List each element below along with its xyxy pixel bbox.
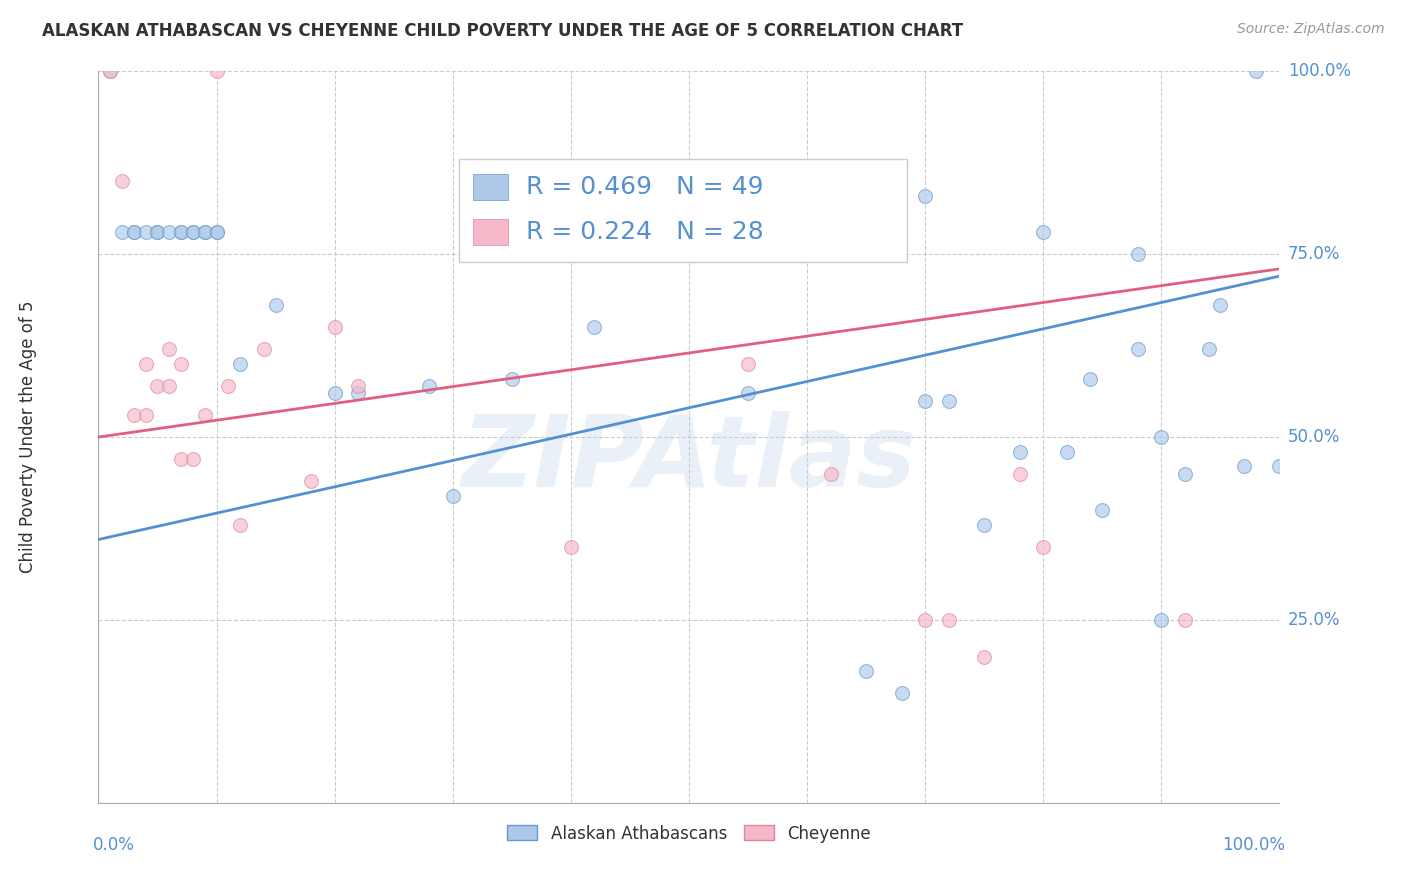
Legend: Alaskan Athabascans, Cheyenne: Alaskan Athabascans, Cheyenne: [501, 818, 877, 849]
FancyBboxPatch shape: [472, 219, 508, 245]
Point: [323, 320, 346, 334]
Point: [1233, 459, 1256, 474]
Point: [583, 320, 606, 334]
Text: 100.0%: 100.0%: [1222, 836, 1285, 854]
Point: [973, 649, 995, 664]
Point: [157, 379, 180, 393]
FancyBboxPatch shape: [472, 174, 508, 200]
Point: [1268, 459, 1291, 474]
Point: [194, 225, 217, 239]
Point: [914, 613, 936, 627]
Point: [1244, 64, 1267, 78]
Point: [135, 357, 157, 371]
Point: [299, 474, 322, 488]
Point: [111, 174, 134, 188]
Point: [181, 452, 204, 467]
Text: R = 0.224   N = 28: R = 0.224 N = 28: [526, 220, 763, 244]
Point: [820, 467, 842, 481]
Point: [135, 225, 157, 239]
Point: [820, 225, 842, 239]
Point: [1174, 613, 1197, 627]
Text: ALASKAN ATHABASCAN VS CHEYENNE CHILD POVERTY UNDER THE AGE OF 5 CORRELATION CHAR: ALASKAN ATHABASCAN VS CHEYENNE CHILD POV…: [42, 22, 963, 40]
Point: [1150, 613, 1173, 627]
Point: [194, 408, 217, 422]
Point: [135, 408, 157, 422]
Point: [1198, 343, 1220, 357]
Point: [264, 298, 287, 312]
Point: [1032, 225, 1054, 239]
Point: [229, 517, 252, 532]
Point: [855, 188, 877, 202]
Point: [914, 393, 936, 408]
Text: 25.0%: 25.0%: [1288, 611, 1340, 629]
Point: [441, 489, 464, 503]
Text: 100.0%: 100.0%: [1288, 62, 1351, 80]
Point: [347, 386, 370, 401]
Point: [323, 386, 346, 401]
Text: ZIPAtlas: ZIPAtlas: [461, 410, 917, 508]
Point: [194, 225, 217, 239]
Point: [1174, 467, 1197, 481]
Point: [170, 357, 193, 371]
Point: [122, 225, 145, 239]
Point: [890, 686, 912, 700]
Point: [205, 64, 228, 78]
Point: [217, 379, 239, 393]
Point: [181, 225, 204, 239]
Point: [1209, 298, 1232, 312]
Point: [157, 343, 180, 357]
Point: [1008, 467, 1031, 481]
Point: [914, 188, 936, 202]
Point: [1126, 343, 1149, 357]
Point: [157, 225, 180, 239]
Point: [98, 64, 121, 78]
Point: [111, 225, 134, 239]
Point: [1056, 444, 1078, 458]
Point: [1091, 503, 1114, 517]
Point: [205, 225, 228, 239]
Point: [1126, 247, 1149, 261]
Point: [170, 225, 193, 239]
Point: [418, 379, 440, 393]
Point: [181, 225, 204, 239]
Point: [170, 225, 193, 239]
Point: [1032, 540, 1054, 554]
Text: 75.0%: 75.0%: [1288, 245, 1340, 263]
Point: [122, 408, 145, 422]
Point: [146, 379, 169, 393]
Point: [122, 225, 145, 239]
Point: [501, 371, 523, 385]
Point: [146, 225, 169, 239]
Point: [938, 393, 960, 408]
Point: [98, 64, 121, 78]
Point: [146, 225, 169, 239]
Point: [253, 343, 276, 357]
Point: [170, 452, 193, 467]
Point: [938, 613, 960, 627]
Point: [1150, 430, 1173, 444]
Point: [678, 203, 700, 218]
Point: [973, 517, 995, 532]
Point: [229, 357, 252, 371]
FancyBboxPatch shape: [458, 159, 907, 261]
Point: [347, 379, 370, 393]
Text: Child Poverty Under the Age of 5: Child Poverty Under the Age of 5: [18, 301, 37, 574]
Text: 0.0%: 0.0%: [93, 836, 135, 854]
Point: [1008, 444, 1031, 458]
Text: Source: ZipAtlas.com: Source: ZipAtlas.com: [1237, 22, 1385, 37]
Point: [205, 225, 228, 239]
Text: R = 0.469   N = 49: R = 0.469 N = 49: [526, 175, 763, 199]
Point: [1080, 371, 1102, 385]
Text: 50.0%: 50.0%: [1288, 428, 1340, 446]
Point: [737, 386, 759, 401]
Point: [737, 357, 759, 371]
Point: [560, 540, 582, 554]
Point: [855, 664, 877, 678]
